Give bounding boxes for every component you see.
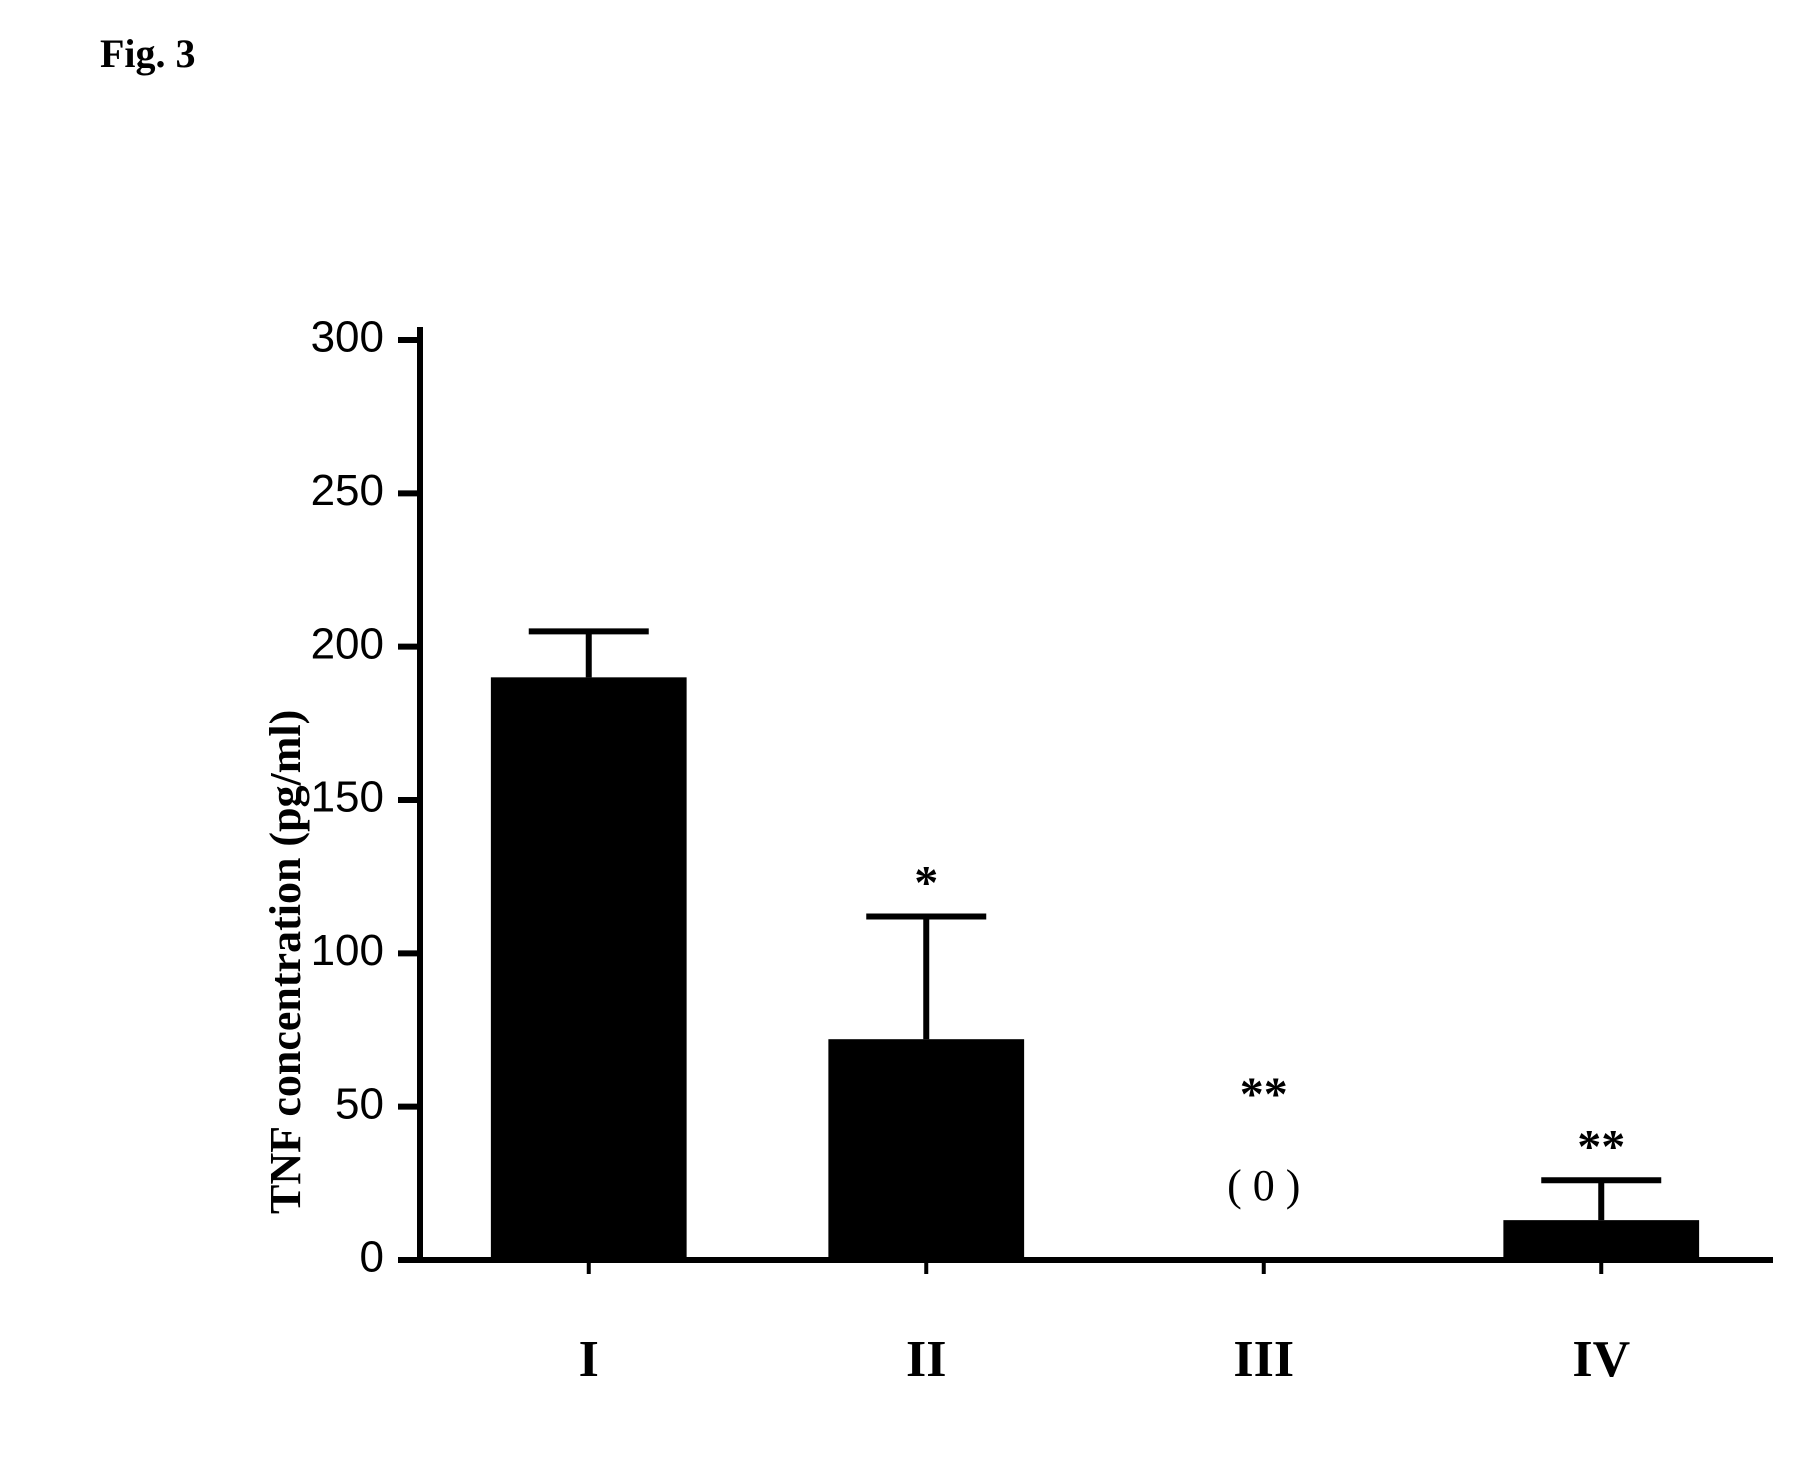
significance-annotation: **	[1577, 1120, 1625, 1173]
y-tick-label: 100	[311, 926, 384, 975]
y-tick-label: 250	[311, 466, 384, 515]
y-tick-label: 300	[311, 313, 384, 362]
significance-annotation: *	[914, 857, 938, 910]
zero-annotation: ( 0 )	[1227, 1161, 1300, 1210]
y-tick-label: 150	[311, 773, 384, 822]
bar-chart: 0 50 100 150 200 250 300 I * II ** ( 0 ) III ** IV	[250, 300, 1798, 1380]
page: Fig. 3 TNF concentration (pg/ml) 0501001…	[0, 0, 1798, 1477]
bar	[1503, 1220, 1699, 1260]
y-tick-label: 0	[360, 1233, 384, 1282]
x-tick-label: I	[579, 1331, 599, 1380]
significance-annotation: **	[1240, 1068, 1288, 1121]
figure-label: Fig. 3	[100, 30, 196, 77]
y-tick-label: 50	[335, 1079, 384, 1128]
bar	[491, 677, 687, 1260]
x-tick-label: IV	[1572, 1331, 1630, 1380]
x-tick-label: III	[1233, 1331, 1294, 1380]
x-tick-label: II	[906, 1331, 946, 1380]
bar	[828, 1039, 1024, 1260]
y-tick-label: 200	[311, 619, 384, 668]
